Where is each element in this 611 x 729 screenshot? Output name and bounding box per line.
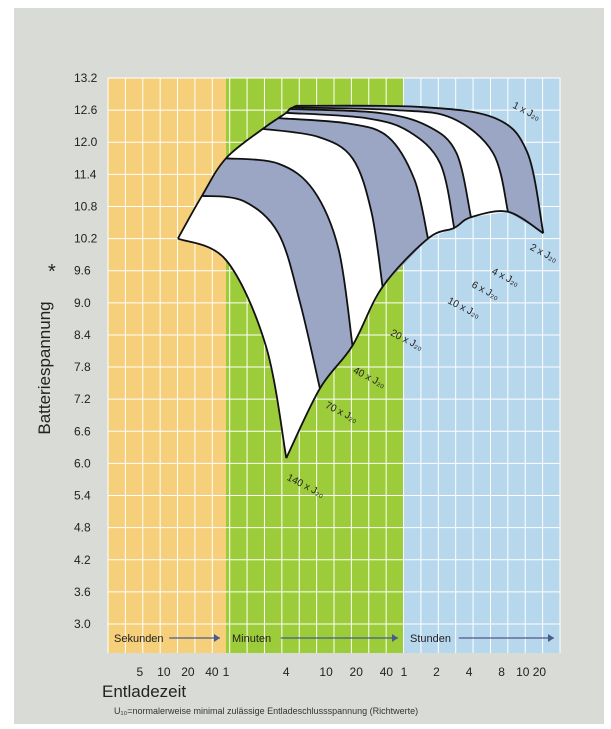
y-tick-10: 7.2: [74, 392, 91, 406]
x-axis-label: Entladezeit: [102, 682, 186, 701]
x-tick-11: 4: [466, 665, 473, 679]
band-cap: [177, 195, 244, 239]
y-tick-6: 9.6: [74, 264, 91, 278]
curve-7: [292, 106, 509, 213]
zone-label-0: Sekunden: [114, 633, 164, 645]
x-tick-1: 10: [157, 665, 171, 679]
cutoff-curve: [285, 210, 544, 459]
y-tick-17: 3.0: [74, 617, 91, 631]
curve-6: [289, 108, 472, 218]
x-tick-4: 1: [223, 665, 230, 679]
y-tick-1: 12.6: [74, 103, 98, 117]
curve-5: [286, 111, 456, 229]
band-5: [286, 109, 471, 228]
y-tick-4: 10.8: [74, 199, 98, 213]
y-tick-12: 6.0: [74, 456, 91, 470]
y-tick-8: 8.4: [74, 328, 91, 342]
x-tick-2: 20: [181, 665, 195, 679]
band-0: [177, 195, 320, 459]
x-tick-5: 4: [283, 665, 290, 679]
y-tick-3: 11.4: [74, 167, 97, 181]
y-tick-14: 4.8: [74, 521, 91, 535]
y-tick-15: 4.2: [74, 553, 91, 567]
y-tick-5: 10.2: [74, 232, 98, 246]
band-3: [262, 118, 428, 287]
curve-3: [262, 128, 384, 287]
y-tick-2: 12.0: [74, 135, 98, 149]
zone-arrowhead-1: [392, 634, 398, 642]
zone-label-2: Stunden: [410, 633, 451, 645]
curve-8: [295, 104, 545, 234]
curve-0: [177, 237, 288, 459]
band-6: [289, 107, 508, 218]
zone-0: [108, 78, 226, 653]
x-tick-12: 8: [498, 665, 505, 679]
chart-svg: 13.2 12.6 12.0 11.4 10.8 10.2 9.6 9.0 8.4 7.8 7.2 6…: [35, 71, 561, 716]
band-2: [226, 128, 383, 346]
zone-arrowhead-2: [548, 634, 554, 642]
footnote: U₁₀=normalerweise minimal zulässige Entl…: [114, 706, 418, 716]
curve-4: [278, 117, 429, 239]
x-tick-3: 40: [205, 665, 219, 679]
y-tick-13: 5.4: [74, 489, 91, 503]
zone-label-1: Minuten: [232, 633, 271, 645]
x-tick-7: 20: [350, 665, 364, 679]
y-axis-label: Batteriespannung: [35, 301, 54, 434]
x-tick-13: 10 20: [516, 665, 546, 679]
y-tick-16: 3.6: [74, 585, 91, 599]
x-tick-0: 5: [136, 665, 143, 679]
top-edge: [177, 105, 297, 240]
x-tick-6: 10: [319, 665, 333, 679]
y-tick-11: 6.6: [74, 424, 91, 438]
y-tick-7: 9.0: [74, 296, 91, 310]
curve-1: [201, 194, 321, 389]
y-tick-0: 13.2: [74, 71, 98, 85]
y-tick-9: 7.8: [74, 360, 91, 374]
y-axis-label-marker: *: [48, 261, 56, 283]
band-1: [202, 158, 353, 389]
zone-arrowhead-0: [214, 634, 220, 642]
x-tick-10: 2: [433, 665, 440, 679]
band-4: [278, 112, 455, 239]
x-tick-8: 40: [380, 665, 394, 679]
curve-2: [225, 157, 354, 346]
chart-panel: 13.2 12.6 12.0 11.4 10.8 10.2 9.6 9.0 8.4 7.8 7.2 6…: [14, 8, 604, 724]
x-tick-9: 1: [401, 665, 408, 679]
